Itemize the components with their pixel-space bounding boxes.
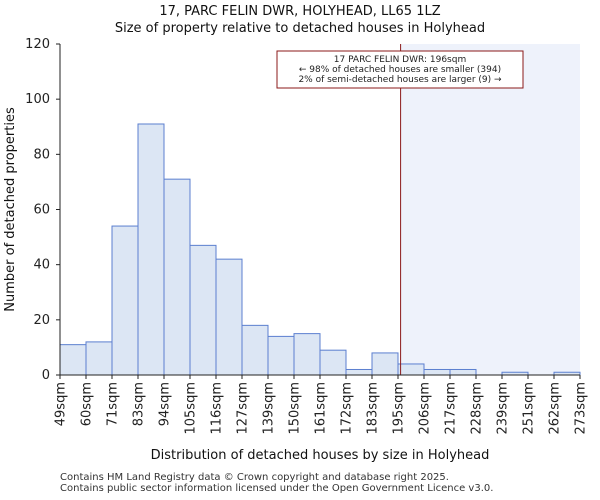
y-tick-label: 60 — [33, 203, 50, 218]
bar-217sqm — [449, 368, 477, 376]
x-tick-label: 139sqm — [262, 382, 277, 435]
annotation-box: 17 PARC FELIN DWR: 196sqm ← 98% of detac… — [276, 50, 524, 89]
x-tick-label: 239sqm — [496, 382, 511, 435]
x-tick-label: 195sqm — [392, 382, 407, 435]
annotation-larger: 2% of semi-detached houses are larger (9… — [298, 75, 502, 85]
bar-71sqm — [111, 225, 139, 376]
x-tick-label: 83sqm — [132, 382, 147, 426]
x-tick-label: 251sqm — [522, 382, 537, 435]
x-tick-label: 105sqm — [184, 382, 199, 435]
x-tick-label: 60sqm — [80, 382, 95, 426]
x-tick-label: 116sqm — [210, 382, 225, 435]
bar-206sqm — [423, 368, 451, 376]
bar-172sqm — [345, 368, 373, 376]
y-tick-label: 100 — [25, 92, 50, 107]
footer-copyright: Contains HM Land Registry data © Crown c… — [60, 472, 449, 483]
x-tick-label: 217sqm — [444, 382, 459, 435]
bar-139sqm — [267, 335, 295, 376]
bar-83sqm — [137, 123, 165, 376]
footer-licence: Contains public sector information licen… — [60, 483, 494, 494]
y-tick-label: 80 — [33, 147, 50, 162]
x-tick-label: 172sqm — [340, 382, 355, 435]
y-tick-label: 0 — [42, 368, 50, 383]
x-tick-label: 150sqm — [288, 382, 303, 435]
x-tick-label: 161sqm — [314, 382, 329, 435]
x-tick-label: 49sqm — [54, 382, 69, 426]
y-tick-label: 40 — [33, 258, 50, 273]
x-tick-label: 273sqm — [574, 382, 589, 435]
x-tick-label: 206sqm — [418, 382, 433, 435]
bar-94sqm — [163, 178, 191, 376]
bar-116sqm — [215, 258, 243, 376]
y-tick-label: 120 — [25, 37, 50, 52]
annotation-smaller: ← 98% of detached houses are smaller (39… — [299, 65, 501, 75]
bar-127sqm — [241, 324, 269, 376]
x-axis-label: Distribution of detached houses by size … — [151, 448, 490, 463]
chart-subtitle: Size of property relative to detached ho… — [115, 21, 485, 36]
bar-49sqm — [59, 344, 87, 376]
x-tick-label: 71sqm — [106, 382, 121, 426]
x-tick-label: 127sqm — [236, 382, 251, 435]
highlight-region — [400, 44, 580, 375]
bar-161sqm — [319, 349, 347, 376]
x-tick-label: 228sqm — [470, 382, 485, 435]
x-tick-label: 262sqm — [548, 382, 563, 435]
bar-105sqm — [189, 244, 217, 376]
y-axis-label: Number of detached properties — [3, 107, 18, 312]
bar-150sqm — [293, 333, 321, 376]
annotation-title: 17 PARC FELIN DWR: 196sqm — [334, 55, 466, 65]
bar-195sqm — [397, 363, 425, 376]
y-tick-label: 20 — [33, 313, 50, 328]
bar-183sqm — [371, 352, 399, 376]
x-tick-label: 94sqm — [158, 382, 173, 426]
chart-title: 17, PARC FELIN DWR, HOLYHEAD, LL65 1LZ — [159, 4, 440, 19]
bar-60sqm — [85, 341, 113, 376]
x-tick-label: 183sqm — [366, 382, 381, 435]
